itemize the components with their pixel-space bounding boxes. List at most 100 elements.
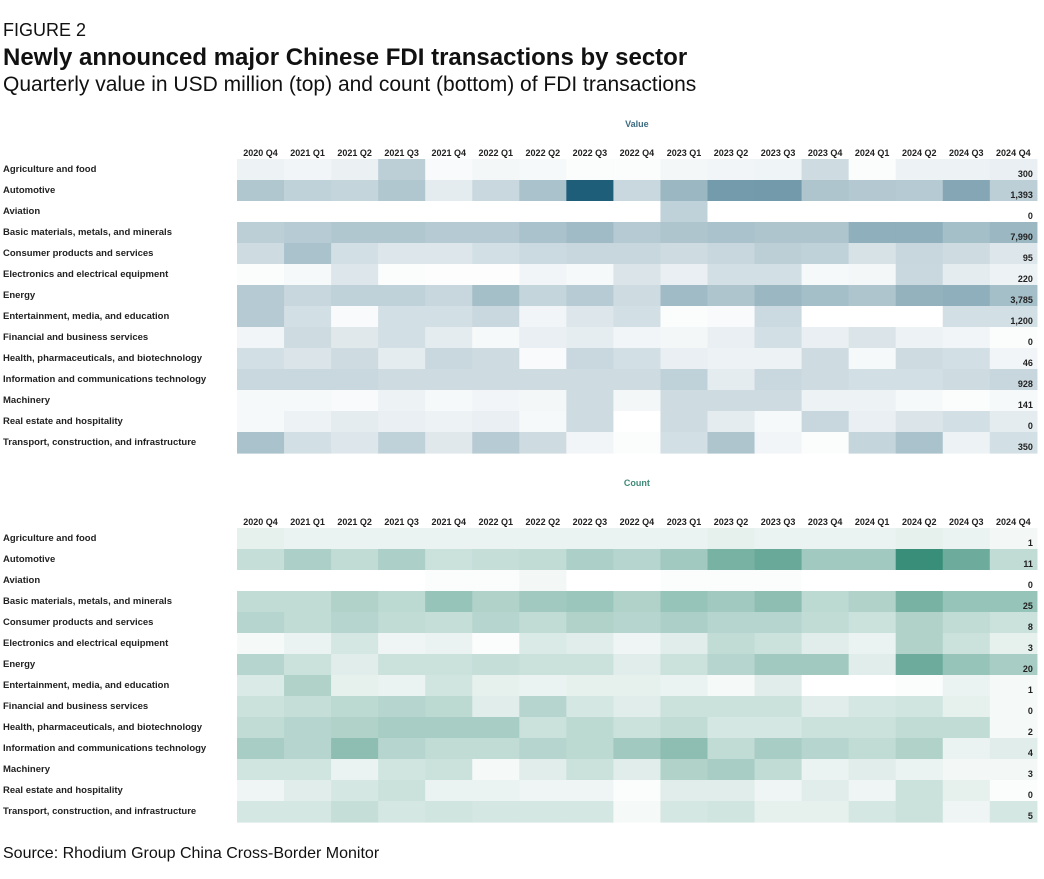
value-heatmap-cell xyxy=(754,411,803,433)
value-heatmap-cell xyxy=(942,369,991,391)
count-heatmap-cell xyxy=(237,759,285,781)
value-quarter-label: 2021 Q4 xyxy=(431,148,466,158)
count-sector-label: Electronics and electrical equipment xyxy=(3,638,169,649)
value-heatmap-cell xyxy=(472,327,520,349)
count-heatmap-cell xyxy=(613,633,662,655)
value-heatmap-cell xyxy=(801,306,850,328)
value-quarter-label: 2024 Q3 xyxy=(949,148,984,158)
value-heatmap-cell xyxy=(707,159,756,181)
count-heatmap-cell xyxy=(284,549,332,571)
value-quarter-label: 2023 Q2 xyxy=(714,148,749,158)
value-latest-value-label: 220 xyxy=(1018,274,1033,284)
count-heatmap-cell xyxy=(848,801,897,823)
value-heatmap-cell xyxy=(472,348,520,370)
count-heatmap-cell xyxy=(754,528,803,550)
count-sector-label: Basic materials, metals, and minerals xyxy=(3,596,172,607)
value-heatmap-cell xyxy=(989,243,1038,265)
value-heatmap-cell xyxy=(801,264,850,286)
value-heatmap-cell xyxy=(801,159,850,181)
value-heatmap-cell xyxy=(660,432,709,454)
value-heatmap-cell xyxy=(425,327,473,349)
value-heatmap-cell xyxy=(566,180,614,202)
count-heatmap-cell xyxy=(519,654,567,676)
value-heatmap-cell xyxy=(660,285,709,307)
value-quarter-label: 2022 Q3 xyxy=(573,148,608,158)
count-heatmap-cell xyxy=(331,675,379,697)
value-heatmap-cell xyxy=(660,306,709,328)
chart-title: Newly announced major Chinese FDI transa… xyxy=(3,44,688,71)
value-heatmap-cell xyxy=(237,306,285,328)
value-heatmap-cell xyxy=(425,264,473,286)
count-heatmap-cell xyxy=(895,528,944,550)
value-heatmap-cell xyxy=(472,222,520,244)
count-heatmap-cell xyxy=(566,528,614,550)
value-heatmap-cell xyxy=(237,369,285,391)
value-heatmap-cell xyxy=(472,159,520,181)
value-heatmap-cell xyxy=(989,180,1038,202)
value-latest-value-label: 141 xyxy=(1018,400,1033,410)
value-heatmap-cell xyxy=(707,285,756,307)
count-heatmap-cell xyxy=(284,570,332,592)
value-heatmap-cell xyxy=(237,222,285,244)
value-latest-value-label: 0 xyxy=(1028,211,1033,221)
value-heatmap-cell xyxy=(801,243,850,265)
value-sector-label: Aviation xyxy=(3,206,40,217)
value-heatmap-cell xyxy=(378,159,426,181)
value-heatmap-cell xyxy=(284,159,332,181)
count-heatmap-cell xyxy=(613,738,662,760)
value-heatmap-cell xyxy=(378,285,426,307)
count-heatmap-cell xyxy=(378,612,426,634)
value-sector-label: Real estate and hospitality xyxy=(3,416,124,427)
count-latest-value-label: 1 xyxy=(1028,685,1033,695)
value-heatmap-cell xyxy=(519,243,567,265)
count-heatmap-cell xyxy=(519,738,567,760)
count-heatmap-cell xyxy=(660,549,709,571)
value-heatmap-cell xyxy=(237,390,285,412)
count-heatmap-cell xyxy=(613,654,662,676)
value-heatmap-cell xyxy=(378,432,426,454)
count-sector-label: Entertainment, media, and education xyxy=(3,680,169,691)
value-heatmap-cell xyxy=(378,411,426,433)
count-heatmap-cell xyxy=(566,696,614,718)
value-heatmap-cell xyxy=(707,432,756,454)
count-heatmap-cell xyxy=(425,633,473,655)
count-heatmap-cell xyxy=(425,759,473,781)
count-heatmap-cell xyxy=(895,549,944,571)
count-heatmap-cell xyxy=(237,549,285,571)
value-heatmap-cell xyxy=(331,243,379,265)
count-heatmap-cell xyxy=(754,717,803,739)
chart-subtitle: Quarterly value in USD million (top) and… xyxy=(3,73,697,96)
count-heatmap-cell xyxy=(566,654,614,676)
value-heatmap-cell xyxy=(848,159,897,181)
value-heatmap-cell xyxy=(895,159,944,181)
count-heatmap-cell xyxy=(942,570,991,592)
count-heatmap-cell xyxy=(754,612,803,634)
count-heatmap-cell xyxy=(519,528,567,550)
count-heatmap-cell xyxy=(237,738,285,760)
value-heatmap-cell xyxy=(472,306,520,328)
value-heatmap-cell xyxy=(425,159,473,181)
count-heatmap-cell xyxy=(237,570,285,592)
value-heatmap-cell xyxy=(707,369,756,391)
count-heatmap-cell xyxy=(801,549,850,571)
count-heatmap-cell xyxy=(707,633,756,655)
value-heatmap-cell xyxy=(237,432,285,454)
count-heatmap-cell xyxy=(660,633,709,655)
count-heatmap-cell xyxy=(519,633,567,655)
value-heatmap-cell xyxy=(472,411,520,433)
count-heatmap-cell xyxy=(331,696,379,718)
value-heatmap-cell xyxy=(754,180,803,202)
value-quarter-label: 2022 Q2 xyxy=(526,148,561,158)
value-heatmap-cell xyxy=(284,243,332,265)
count-heatmap-cell xyxy=(472,717,520,739)
value-heatmap-cell xyxy=(237,243,285,265)
count-heatmap-cell xyxy=(378,654,426,676)
value-quarter-label: 2021 Q3 xyxy=(384,148,419,158)
value-quarter-label: 2024 Q2 xyxy=(902,148,937,158)
count-heatmap-cell xyxy=(895,717,944,739)
value-heatmap-cell xyxy=(425,432,473,454)
count-heatmap-cell xyxy=(989,570,1038,592)
count-heatmap-cell xyxy=(942,780,991,802)
value-heatmap-cell xyxy=(895,327,944,349)
value-heatmap-cell xyxy=(848,411,897,433)
